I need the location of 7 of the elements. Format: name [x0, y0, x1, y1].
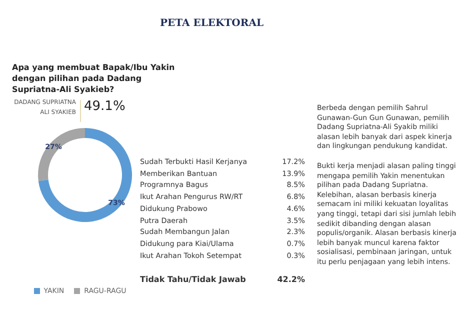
text: 49.1%	[84, 99, 126, 114]
text: Tidak Tahu/Tidak Jawab	[140, 274, 246, 286]
chart-subtitle: Apa yang membuat Bapak/Ibu Yakin dengan pilihan pada Dadang Supriatna-Ali Syakieb?	[12, 62, 176, 95]
text: 42.2%	[277, 274, 305, 286]
text: PETA ELEKTORAL	[160, 18, 264, 29]
donut-slice	[38, 128, 85, 181]
donut-slice	[38, 128, 132, 222]
